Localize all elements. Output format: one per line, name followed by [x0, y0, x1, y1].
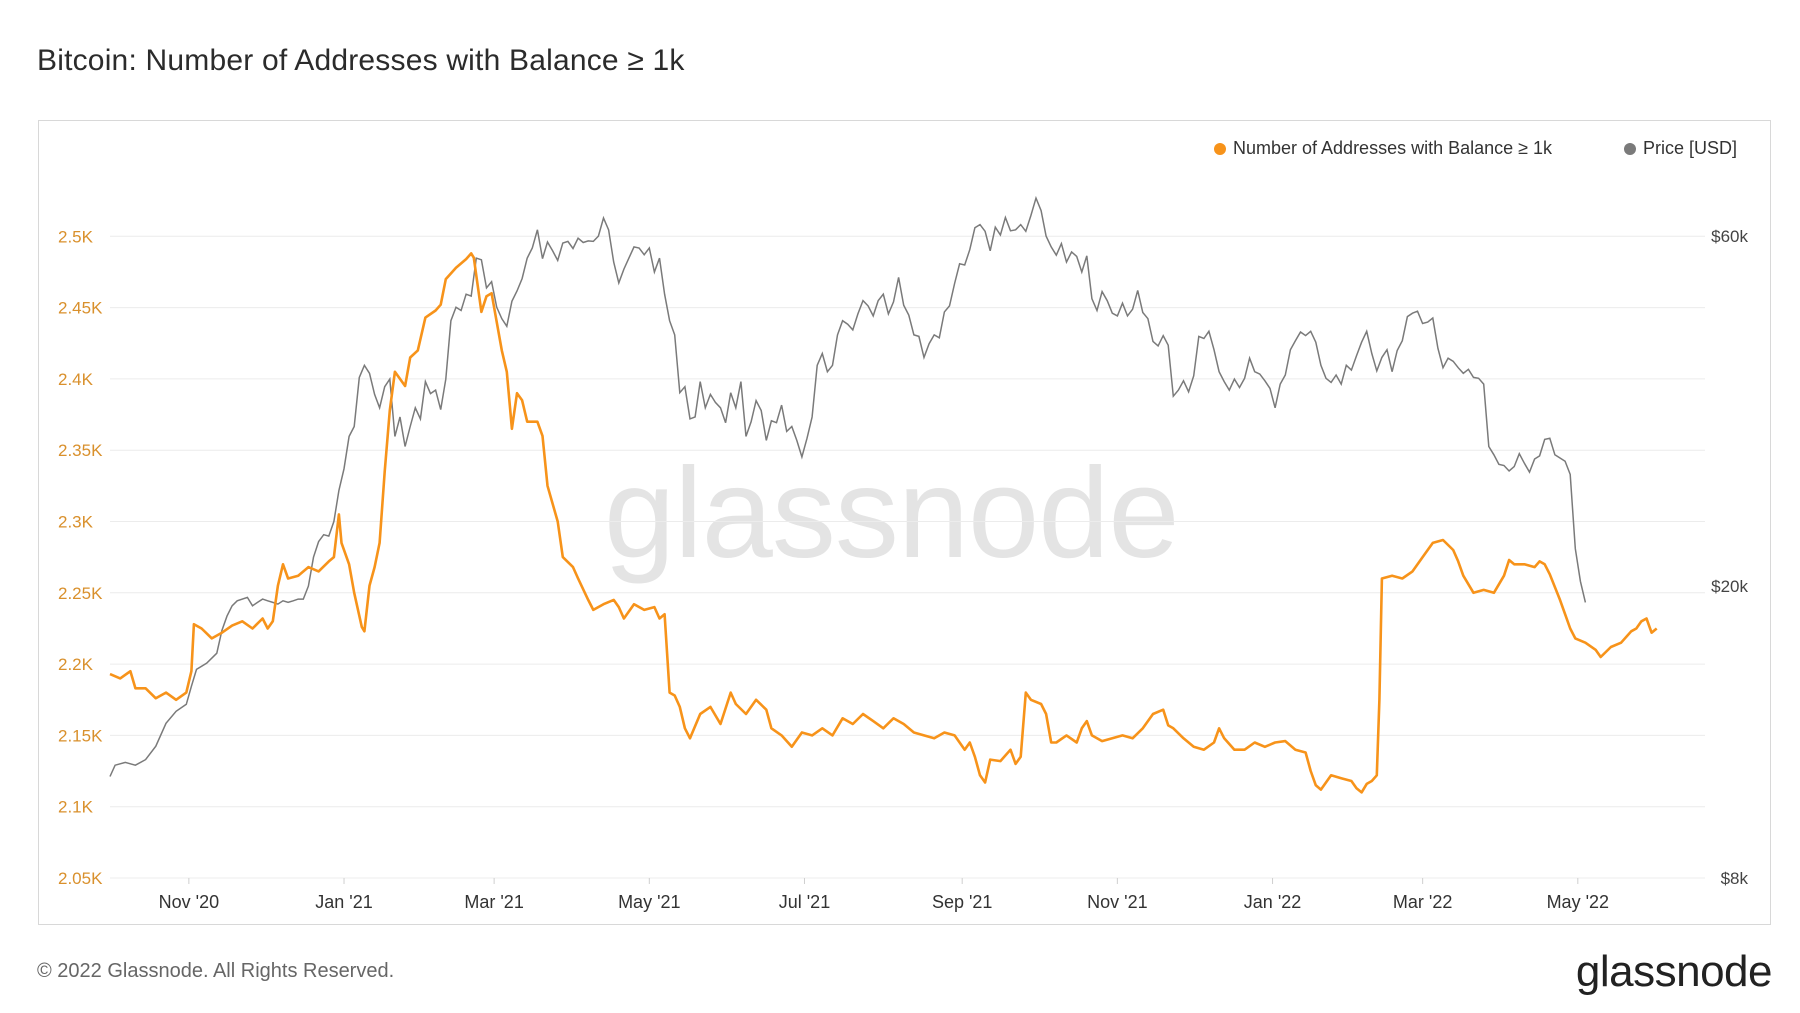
watermark-text: glassnode — [604, 442, 1180, 585]
x-tick-label: May '21 — [618, 892, 680, 912]
chart-title: Bitcoin: Number of Addresses with Balanc… — [37, 44, 685, 77]
y-left-tick-label: 2.45K — [58, 299, 103, 318]
x-tick-label: Jan '21 — [315, 892, 372, 912]
y-right-tick-label: $20k — [1711, 577, 1748, 596]
y-left-tick-label: 2.15K — [58, 726, 103, 745]
y-left-tick-label: 2.35K — [58, 441, 103, 460]
legend-addresses-label: Number of Addresses with Balance ≥ 1k — [1233, 138, 1553, 158]
y-left-tick-label: 2.1K — [58, 798, 94, 817]
copyright-footer: © 2022 Glassnode. All Rights Reserved. — [37, 960, 395, 982]
glassnode-logo[interactable]: glassnode — [1575, 947, 1773, 996]
y-left-tick-label: 2.4K — [58, 370, 94, 389]
x-tick-label: Mar '22 — [1393, 892, 1452, 912]
chart-panel — [38, 120, 1771, 925]
y-left-tick-label: 2.05K — [58, 869, 103, 888]
legend-price-dot-icon — [1624, 142, 1636, 155]
legend-item-price[interactable]: Price [USD] — [1624, 138, 1737, 159]
y-axis-right: $8k $20k $60k — [1711, 227, 1748, 888]
x-axis: Nov '20 Jan '21 Mar '21 May '21 Jul '21 Sep '… — [159, 878, 1609, 912]
y-right-tick-label: $8k — [1721, 869, 1749, 888]
x-tick-label: Sep '21 — [932, 892, 993, 912]
x-tick-label: May '22 — [1547, 892, 1609, 912]
y-left-tick-label: 2.3K — [58, 513, 94, 532]
legend-addresses-dot-icon — [1214, 142, 1226, 155]
x-tick-label: Jan '22 — [1244, 892, 1301, 912]
grid-lines — [110, 235, 1705, 879]
y-left-tick-label: 2.25K — [58, 584, 103, 603]
x-tick-label: Mar '21 — [464, 892, 523, 912]
y-axis-left: 2.05K 2.1K 2.15K 2.2K 2.25K 2.3K 2.35K 2.4K 2.45… — [58, 227, 103, 888]
x-tick-label: Jul '21 — [779, 892, 830, 912]
y-right-tick-label: $60k — [1711, 227, 1748, 246]
y-left-tick-label: 2.5K — [58, 227, 94, 246]
legend-item-addresses[interactable]: Number of Addresses with Balance ≥ 1k — [1214, 138, 1552, 159]
x-tick-label: Nov '20 — [159, 892, 219, 912]
x-tick-label: Nov '21 — [1087, 892, 1147, 912]
legend-price-label: Price [USD] — [1643, 138, 1738, 158]
price-series-line — [109, 195, 1587, 777]
y-left-tick-label: 2.2K — [58, 655, 94, 674]
addresses-series-line — [109, 252, 1658, 794]
